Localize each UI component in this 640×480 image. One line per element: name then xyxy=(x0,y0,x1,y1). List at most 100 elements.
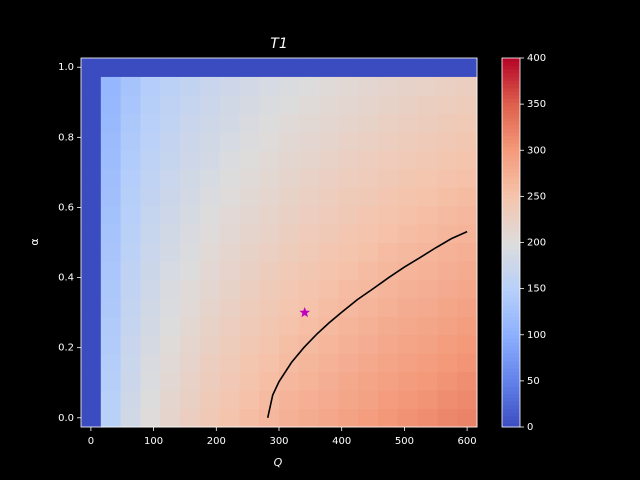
heatmap-cell xyxy=(457,279,478,299)
heatmap-cell xyxy=(457,150,478,170)
colorbar-segment xyxy=(502,356,520,362)
heatmap-cell xyxy=(140,76,161,96)
heatmap-cell xyxy=(318,224,339,243)
heatmap-cell xyxy=(199,131,221,151)
heatmap-cell xyxy=(259,353,280,373)
colorbar-segment xyxy=(502,190,520,196)
heatmap-cell xyxy=(338,408,359,428)
colorbar-segment xyxy=(502,301,520,306)
colorbar-segment xyxy=(502,128,520,133)
heatmap-cell xyxy=(199,58,221,77)
colorbar-segment xyxy=(502,157,520,162)
heatmap-cell xyxy=(457,58,478,77)
heatmap-cell xyxy=(81,334,102,354)
heatmap-cell xyxy=(457,242,478,262)
heatmap-cell xyxy=(160,205,181,225)
colorbar-segment xyxy=(502,124,520,129)
heatmap-cell xyxy=(239,390,260,410)
heatmap-cell xyxy=(298,353,320,373)
colorbar-segment xyxy=(502,386,520,391)
heatmap-cell xyxy=(338,205,359,225)
heatmap-cell xyxy=(81,131,102,151)
colorbar-segment xyxy=(502,172,520,177)
heatmap-cell xyxy=(437,205,458,225)
heatmap-cell xyxy=(318,205,339,225)
heatmap-cell xyxy=(100,168,122,188)
colorbar-tick-label: 0 xyxy=(527,422,533,433)
heatmap-cell xyxy=(219,297,240,317)
heatmap-cell xyxy=(219,187,240,207)
heatmap-cell xyxy=(259,94,280,114)
heatmap-cell xyxy=(81,205,102,225)
heatmap-cell xyxy=(199,187,221,207)
colorbar-segment xyxy=(502,227,520,232)
heatmap-cell xyxy=(397,168,419,188)
heatmap-cell xyxy=(180,279,201,299)
heatmap-cell xyxy=(318,297,339,317)
heatmap-cell xyxy=(358,131,379,151)
colorbar-segment xyxy=(502,316,520,321)
heatmap-cell xyxy=(180,131,201,151)
heatmap-cell xyxy=(180,168,201,188)
heatmap-cell xyxy=(279,316,300,336)
heatmap-cell xyxy=(239,58,260,77)
heatmap-cell xyxy=(160,297,181,317)
heatmap-cell xyxy=(259,168,280,188)
heatmap-cell xyxy=(81,58,102,77)
colorbar-segment xyxy=(502,371,520,376)
heatmap-cell xyxy=(457,297,478,317)
heatmap-cell xyxy=(397,316,419,336)
heatmap-cell xyxy=(199,390,221,410)
colorbar-segment xyxy=(502,139,520,144)
heatmap-cell xyxy=(378,371,399,391)
colorbar-segment xyxy=(502,334,520,339)
heatmap-cell xyxy=(298,150,320,170)
colorbar-segment xyxy=(502,393,520,398)
colorbar-segment xyxy=(502,105,520,111)
colorbar-segment xyxy=(502,183,520,188)
heatmap-cell xyxy=(338,58,359,77)
heatmap-cell xyxy=(378,76,399,96)
heatmap-cell xyxy=(417,334,438,354)
y-tick-label: 0.4 xyxy=(58,273,74,284)
colorbar-segment xyxy=(502,87,520,92)
colorbar-segment xyxy=(502,412,520,417)
heatmap-cell xyxy=(180,371,201,391)
heatmap-cell xyxy=(140,113,161,133)
heatmap-cell xyxy=(279,371,300,391)
heatmap-cell xyxy=(100,58,122,77)
heatmap-cell xyxy=(437,260,458,280)
colorbar-segment xyxy=(502,212,520,218)
heatmap-cell xyxy=(160,168,181,188)
heatmap-cell xyxy=(219,316,240,336)
heatmap-cell xyxy=(81,353,102,373)
heatmap-cell xyxy=(239,316,260,336)
heatmap-cell xyxy=(180,390,201,410)
colorbar-segment xyxy=(502,275,520,280)
heatmap-cell xyxy=(199,408,221,428)
heatmap-cell xyxy=(298,58,320,77)
colorbar-segment xyxy=(502,176,520,181)
heatmap-cell xyxy=(140,371,161,391)
heatmap-cell xyxy=(338,76,359,96)
colorbar-segment xyxy=(502,216,520,221)
heatmap-cell xyxy=(100,334,122,354)
heatmap-cell xyxy=(338,224,359,243)
heatmap-cell xyxy=(279,187,300,207)
colorbar-segment xyxy=(502,146,520,151)
colorbar-segment xyxy=(502,98,520,103)
colorbar-segment xyxy=(502,397,520,402)
heatmap-cell xyxy=(199,371,221,391)
heatmap-cell xyxy=(259,260,280,280)
heatmap-cell xyxy=(417,297,438,317)
heatmap-cell xyxy=(318,187,339,207)
heatmap-cell xyxy=(120,408,141,428)
heatmap-cell xyxy=(437,390,458,410)
heatmap-cell xyxy=(437,94,458,114)
colorbar-segment xyxy=(502,408,520,413)
heatmap-cell xyxy=(457,260,478,280)
heatmap-cell xyxy=(160,58,181,77)
heatmap-cell xyxy=(160,408,181,428)
heatmap-cell xyxy=(239,113,260,133)
heatmap-cell xyxy=(298,168,320,188)
